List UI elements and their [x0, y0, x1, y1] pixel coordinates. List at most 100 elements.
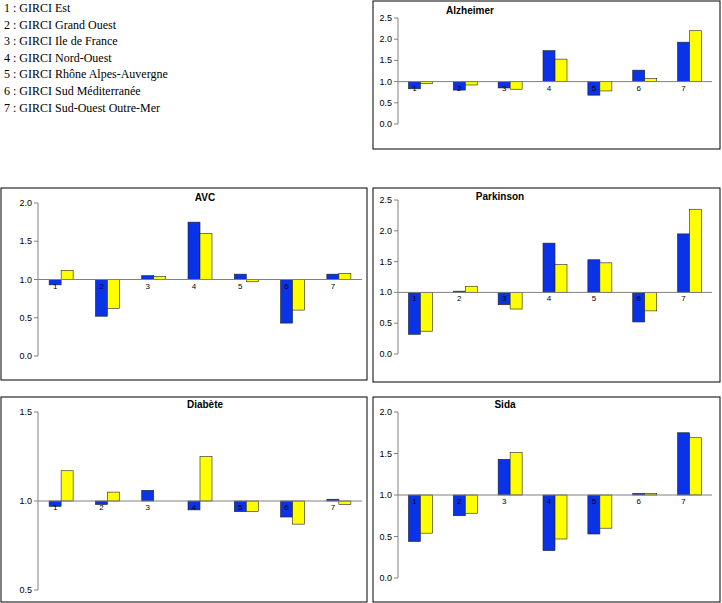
- y-tick-label: 0.5: [19, 585, 32, 595]
- bar: [690, 209, 702, 292]
- bar: [633, 292, 645, 322]
- y-tick-label: 2.0: [379, 407, 392, 417]
- y-tick-label: 0.0: [379, 573, 392, 583]
- bar: [510, 82, 522, 90]
- baseline-line: [38, 501, 362, 502]
- y-tick: [394, 495, 398, 496]
- y-tick-label: 2.5: [379, 195, 392, 205]
- x-tick-label: 7: [331, 282, 336, 291]
- bar: [555, 59, 567, 81]
- x-tick-label: 2: [457, 497, 462, 506]
- y-tick: [34, 590, 38, 591]
- x-tick-label: 4: [192, 282, 197, 291]
- x-tick-label: 1: [53, 503, 58, 512]
- x-tick-label: 4: [547, 497, 552, 506]
- bar: [61, 270, 73, 279]
- bar: [510, 453, 522, 495]
- y-tick: [34, 412, 38, 413]
- chart-title: Alzheimer: [446, 5, 494, 16]
- x-tick-label: 6: [636, 294, 641, 303]
- x-tick-label: 5: [592, 497, 597, 506]
- x-tick-label: 1: [412, 497, 417, 506]
- bar: [555, 495, 567, 539]
- y-tick-label: 1.0: [379, 490, 392, 500]
- y-tick-label: 1.5: [19, 407, 32, 417]
- bar: [281, 501, 293, 517]
- y-tick-label: 2.0: [379, 34, 392, 44]
- bar: [293, 280, 305, 311]
- key-line: 6 : GIRCI Sud Méditerranée: [4, 84, 141, 98]
- y-tick: [394, 18, 398, 19]
- x-tick-label: 2: [457, 84, 462, 93]
- y-tick-label: 0.0: [19, 351, 32, 361]
- bars: [408, 433, 701, 551]
- region-key: 1 : GIRCI Est2 : GIRCI Grand Ouest3 : GI…: [4, 1, 168, 115]
- panel-frame: [373, 1, 720, 149]
- bar: [498, 292, 510, 304]
- y-tick: [394, 102, 398, 103]
- panel-frame: [1, 188, 367, 380]
- y-tick-label: 1.0: [379, 287, 392, 297]
- y-tick-label: 2.0: [19, 198, 32, 208]
- bars: [49, 222, 351, 323]
- x-tick-label: 3: [502, 84, 507, 93]
- bar: [510, 292, 522, 309]
- y-tick: [394, 261, 398, 262]
- y-tick: [394, 124, 398, 125]
- baseline-line: [398, 81, 712, 82]
- bar: [543, 243, 555, 292]
- x-tick-label: 6: [284, 282, 289, 291]
- x-tick-label: 6: [636, 497, 641, 506]
- x-tick-label: 6: [636, 84, 641, 93]
- y-tick-label: 1.0: [19, 496, 32, 506]
- bar: [543, 495, 555, 551]
- y-tick: [394, 354, 398, 355]
- chart: AVC0.00.51.01.52.01234567: [1, 188, 367, 380]
- chart: Alzheimer0.00.51.01.52.02.51234567: [373, 1, 720, 149]
- bar: [420, 495, 432, 533]
- x-tick-label: 5: [592, 84, 597, 93]
- x-tick-label: 7: [331, 503, 336, 512]
- bar: [200, 457, 212, 502]
- y-tick: [394, 60, 398, 61]
- baseline-line: [38, 279, 362, 280]
- y-tick-label: 0.5: [19, 313, 32, 323]
- y-tick-label: 1.0: [379, 77, 392, 87]
- panel-frame: [1, 397, 367, 602]
- bar: [61, 471, 73, 501]
- x-tick-label: 1: [53, 282, 58, 291]
- y-tick: [34, 356, 38, 357]
- bar: [465, 82, 477, 85]
- x-tick-label: 2: [99, 503, 104, 512]
- y-tick-label: 0.5: [379, 98, 392, 108]
- key-line: 4 : GIRCI Nord-Ouest: [4, 51, 112, 65]
- bar: [408, 292, 420, 334]
- panel-frame: [373, 188, 720, 382]
- x-tick-label: 4: [547, 84, 552, 93]
- bar: [188, 222, 200, 279]
- y-tick-label: 0.0: [379, 119, 392, 129]
- y-tick: [34, 203, 38, 204]
- chart-title: AVC: [195, 192, 215, 203]
- x-tick-label: 1: [412, 84, 417, 93]
- bar: [420, 292, 432, 331]
- bar: [678, 42, 690, 81]
- page: 1 : GIRCI Est2 : GIRCI Grand Ouest3 : GI…: [0, 0, 722, 603]
- bar: [200, 234, 212, 280]
- x-tick-label: 1: [412, 294, 417, 303]
- y-tick: [34, 241, 38, 242]
- y-tick: [394, 412, 398, 413]
- bar: [453, 495, 465, 516]
- bars: [408, 209, 701, 334]
- bar: [339, 273, 351, 279]
- y-tick: [394, 230, 398, 231]
- y-tick: [394, 81, 398, 82]
- y-axis-line: [398, 18, 399, 124]
- bar: [293, 501, 305, 524]
- x-tick-label: 2: [457, 294, 462, 303]
- y-tick-label: 1.5: [379, 55, 392, 65]
- bar: [600, 82, 612, 91]
- bar: [465, 495, 477, 513]
- y-axis-line: [398, 200, 399, 354]
- bar: [588, 82, 600, 96]
